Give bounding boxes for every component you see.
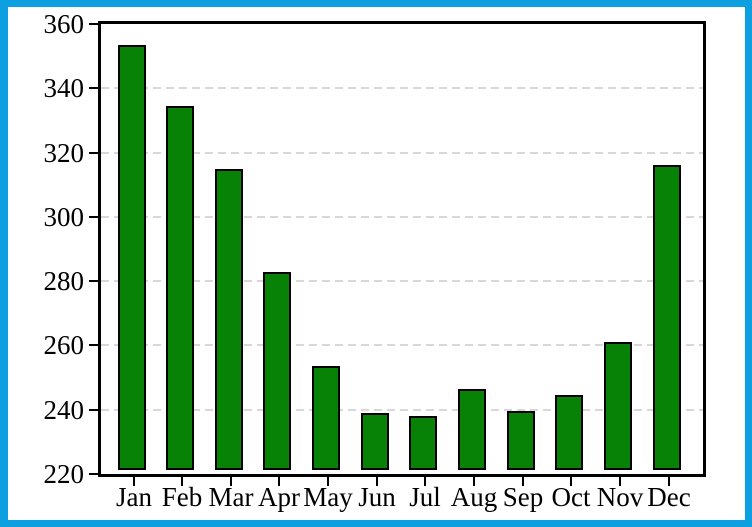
- y-axis-tick: [89, 409, 99, 411]
- bar-aug: [458, 389, 486, 470]
- x-axis-tick: [278, 476, 280, 486]
- x-tick-label-jan: Jan: [116, 482, 152, 512]
- y-axis-tick: [89, 280, 99, 282]
- y-tick-label: 300: [43, 202, 85, 232]
- bar-oct: [555, 395, 583, 470]
- x-axis-tick: [522, 476, 524, 486]
- bar-dec: [653, 165, 681, 470]
- x-tick-label-may: May: [303, 482, 353, 512]
- y-tick-label: 220: [43, 459, 85, 489]
- y-axis-tick: [89, 473, 99, 475]
- bar-nov: [604, 342, 632, 470]
- bar-mar: [215, 169, 243, 470]
- y-tick-label: 260: [43, 330, 85, 360]
- x-tick-label-jun: Jun: [358, 482, 396, 512]
- x-tick-label-oct: Oct: [551, 482, 591, 512]
- gridline-340: [101, 87, 703, 89]
- y-axis-tick: [89, 23, 99, 25]
- x-tick-label-mar: Mar: [208, 482, 254, 512]
- x-axis-tick: [619, 476, 621, 486]
- x-axis-tick: [570, 476, 572, 486]
- bar-sep: [507, 411, 535, 470]
- x-axis-tick: [376, 476, 378, 486]
- bar-apr: [263, 272, 291, 470]
- bar-feb: [166, 106, 194, 470]
- bar-may: [312, 366, 340, 470]
- x-tick-label-dec: Dec: [647, 482, 691, 512]
- x-tick-label-apr: Apr: [258, 482, 300, 512]
- y-axis-tick: [89, 344, 99, 346]
- y-tick-label: 280: [43, 266, 85, 296]
- y-tick-label: 360: [43, 9, 85, 39]
- bar-jun: [361, 413, 389, 470]
- x-axis-tick: [181, 476, 183, 486]
- x-tick-label-sep: Sep: [502, 482, 544, 512]
- plot-area: [98, 21, 706, 477]
- x-tick-label-aug: Aug: [450, 482, 498, 512]
- x-axis-tick: [230, 476, 232, 486]
- x-axis-tick: [327, 476, 329, 486]
- y-axis-tick: [89, 152, 99, 154]
- x-tick-label-feb: Feb: [161, 482, 203, 512]
- y-tick-label: 340: [43, 73, 85, 103]
- x-axis-tick: [424, 476, 426, 486]
- bar-jan: [118, 45, 146, 470]
- y-axis-tick: [89, 87, 99, 89]
- x-axis-tick: [668, 476, 670, 486]
- x-axis-tick: [473, 476, 475, 486]
- bar-jul: [409, 416, 437, 470]
- x-tick-label-nov: Nov: [596, 482, 644, 512]
- y-tick-label: 320: [43, 138, 85, 168]
- x-tick-label-jul: Jul: [409, 482, 441, 512]
- y-tick-label: 240: [43, 395, 85, 425]
- y-axis-tick: [89, 216, 99, 218]
- x-axis-tick: [133, 476, 135, 486]
